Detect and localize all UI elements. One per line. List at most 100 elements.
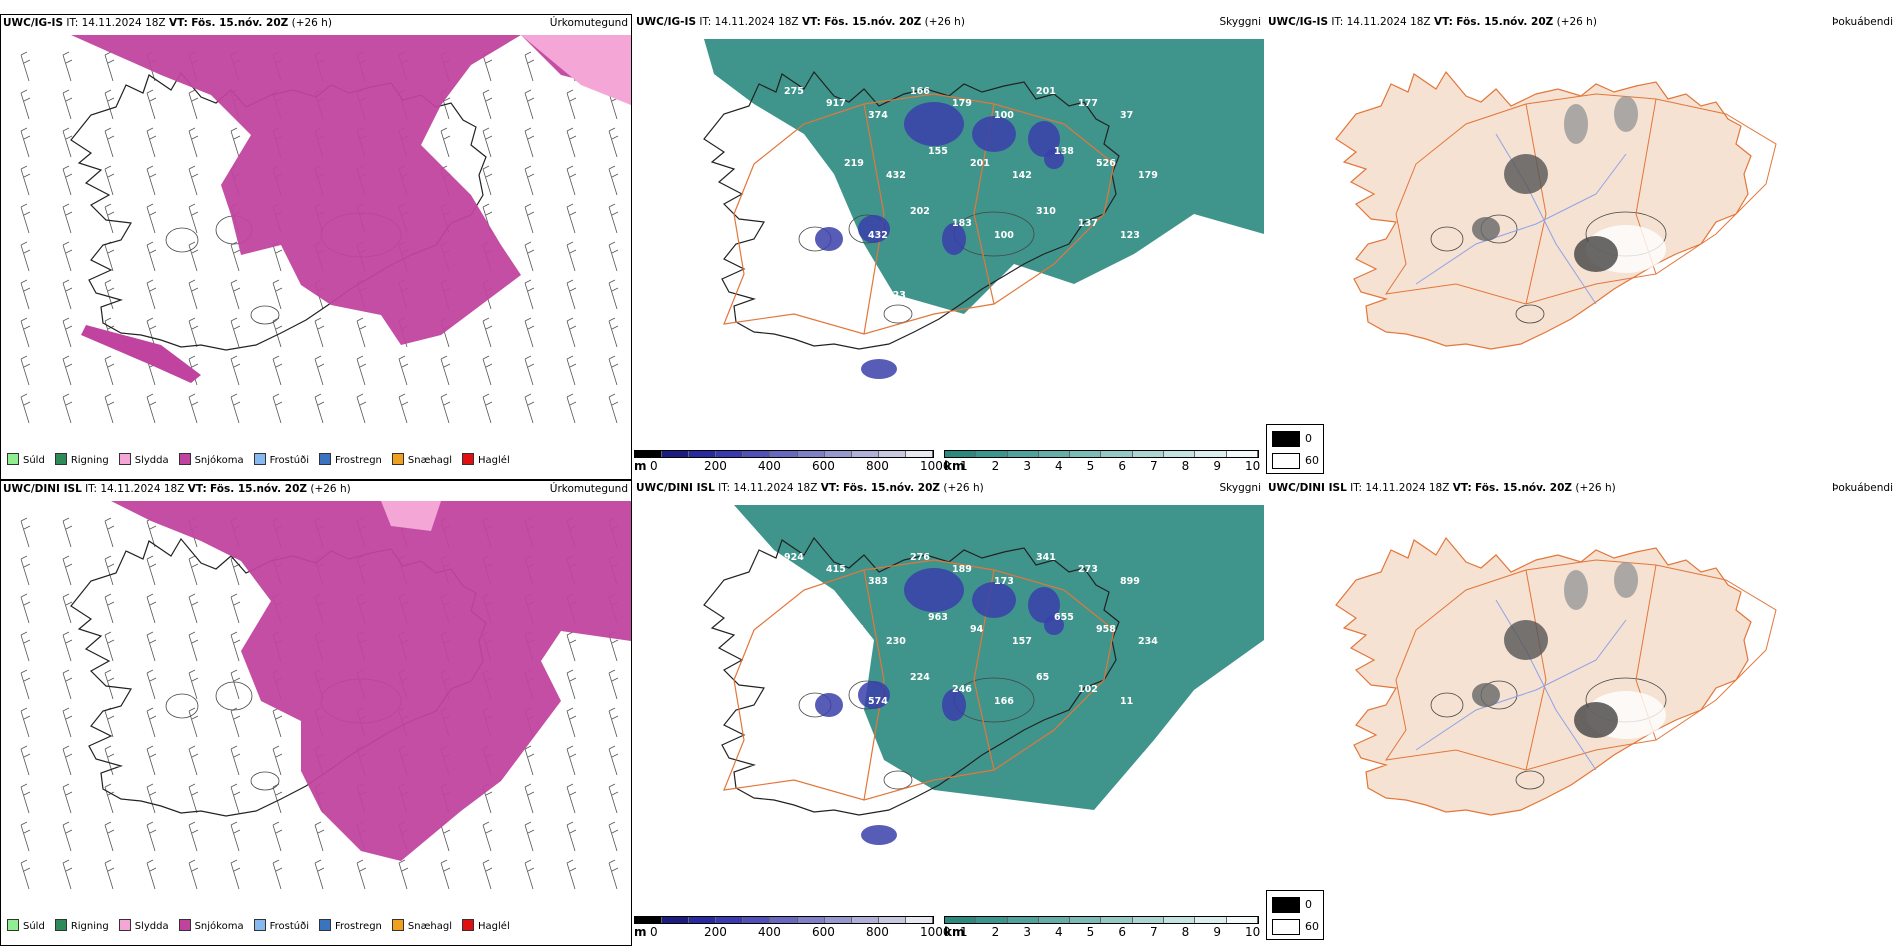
scale-unit: km: [944, 925, 965, 939]
visibility-value-label: 224: [910, 672, 930, 683]
wind-barb: [104, 517, 115, 548]
wind-barb: [188, 669, 199, 700]
wind-barb: [146, 241, 157, 272]
wind-barb: [482, 393, 493, 424]
legend-swatch: [319, 453, 331, 465]
wind-barb: [524, 279, 535, 310]
sleet-area: [521, 35, 631, 105]
visibility-value-label: 100: [994, 110, 1014, 121]
wind-barb: [608, 165, 619, 196]
scale-tick: 4: [1055, 459, 1063, 473]
wind-barb: [188, 745, 199, 776]
glacier-outline: [1430, 226, 1464, 252]
run-header: UWC/DINI ISL IT: 14.11.2024 18Z VT: Fös.…: [1268, 482, 1616, 494]
glacier-outline: [883, 770, 913, 790]
low-cloud-patch: [1028, 587, 1060, 623]
wind-barb: [146, 631, 157, 662]
snow-area: [81, 325, 201, 383]
legend-item: Haglél: [462, 453, 510, 466]
low-cloud-patch: [1028, 121, 1060, 157]
wind-barb: [146, 555, 157, 586]
wind-barb: [524, 127, 535, 158]
low-cloud-patch: [942, 223, 966, 255]
wind-barb: [20, 555, 31, 586]
wind-barb: [608, 707, 619, 738]
wind-barb: [20, 317, 31, 348]
wind-barb: [62, 707, 73, 738]
it-label: IT:: [66, 17, 79, 29]
panel-title: Úrkomutegund: [549, 17, 628, 29]
legend-item: Rigning: [54, 919, 109, 932]
color-ramp: [944, 450, 1259, 458]
wind-barb: [146, 669, 157, 700]
panel-title: Úrkomutegund: [549, 483, 628, 495]
wind-barb: [188, 241, 199, 272]
wind-barb: [188, 859, 199, 890]
fog-scale-swatch: [1272, 897, 1300, 913]
glacier-outline: [250, 305, 280, 325]
wind-barb: [230, 593, 241, 624]
wind-barb: [440, 355, 451, 386]
fog-patch: [1504, 154, 1548, 194]
wind-barb: [188, 707, 199, 738]
wind-barb: [230, 745, 241, 776]
init-time: 14.11.2024 18Z: [733, 482, 818, 494]
wind-barb: [230, 669, 241, 700]
wind-barb: [608, 279, 619, 310]
panel-title: Skyggni: [1219, 482, 1262, 494]
color-ramp: [634, 916, 934, 924]
iceland-outline: [1335, 536, 1752, 816]
legend-label: Frostregn: [335, 455, 382, 466]
wind-barb: [230, 707, 241, 738]
visibility-value-label: 131: [802, 612, 822, 623]
wind-barb: [188, 317, 199, 348]
wind-barb: [62, 89, 73, 120]
wind-barb: [104, 859, 115, 890]
glacier-outline: [215, 681, 253, 711]
visibility-value-label: 100: [994, 230, 1014, 241]
valid-time: Fös. 15.nóv. 20Z: [824, 16, 922, 28]
fog-scale-label: 60: [1305, 454, 1319, 467]
wind-barb: [188, 631, 199, 662]
legend-label: Rigning: [70, 455, 109, 466]
wind-barb: [524, 821, 535, 852]
legend-swatch: [54, 919, 67, 931]
fog-patch: [1574, 236, 1618, 272]
low-visibility-area: [704, 39, 1264, 314]
visibility-value-label: 179: [1138, 170, 1158, 181]
vt-label: VT:: [1452, 482, 1472, 494]
precip-type-map: [1, 15, 631, 445]
wind-barb: [482, 317, 493, 348]
low-cloud-patch: [904, 102, 964, 146]
valid-time: Fös. 15.nóv. 20Z: [191, 17, 289, 29]
wind-barb: [146, 859, 157, 890]
wind-barb: [566, 783, 577, 814]
wind-barb: [482, 89, 493, 120]
wind-barb: [608, 821, 619, 852]
wind-barb: [566, 393, 577, 424]
visibility-value-label: 123: [1120, 230, 1140, 241]
precip-legend: Súld Rigning Slydda Snjókoma Frostúði Frostre…: [7, 919, 510, 932]
visibility-value-label: 142: [1012, 170, 1032, 181]
model-name: UWC/IG-IS: [3, 17, 64, 29]
wind-barb: [104, 745, 115, 776]
scale-unit: m: [634, 925, 647, 939]
panel-title: Þokuábendi: [1832, 482, 1893, 494]
legend-swatch: [7, 919, 19, 931]
wind-barb: [20, 51, 31, 82]
wind-barb: [230, 393, 241, 424]
visibility-value-label: 574: [868, 696, 888, 707]
wind-barb: [62, 821, 73, 852]
low-cloud-patch: [904, 568, 964, 612]
wind-barb: [62, 517, 73, 548]
wind-barb: [104, 393, 115, 424]
wind-barb: [104, 165, 115, 196]
wind-barb: [398, 393, 409, 424]
scale-tick: 600: [812, 459, 835, 473]
wind-barb: [566, 669, 577, 700]
fog-index-panel: UWC/IG-IS IT: 14.11.2024 18Z VT: Fös. 15…: [1266, 14, 1896, 419]
wind-barb: [62, 241, 73, 272]
wind-barb: [566, 165, 577, 196]
panel-title: Þokuábendi: [1832, 16, 1893, 28]
visibility-value-label: 958: [1096, 624, 1116, 635]
